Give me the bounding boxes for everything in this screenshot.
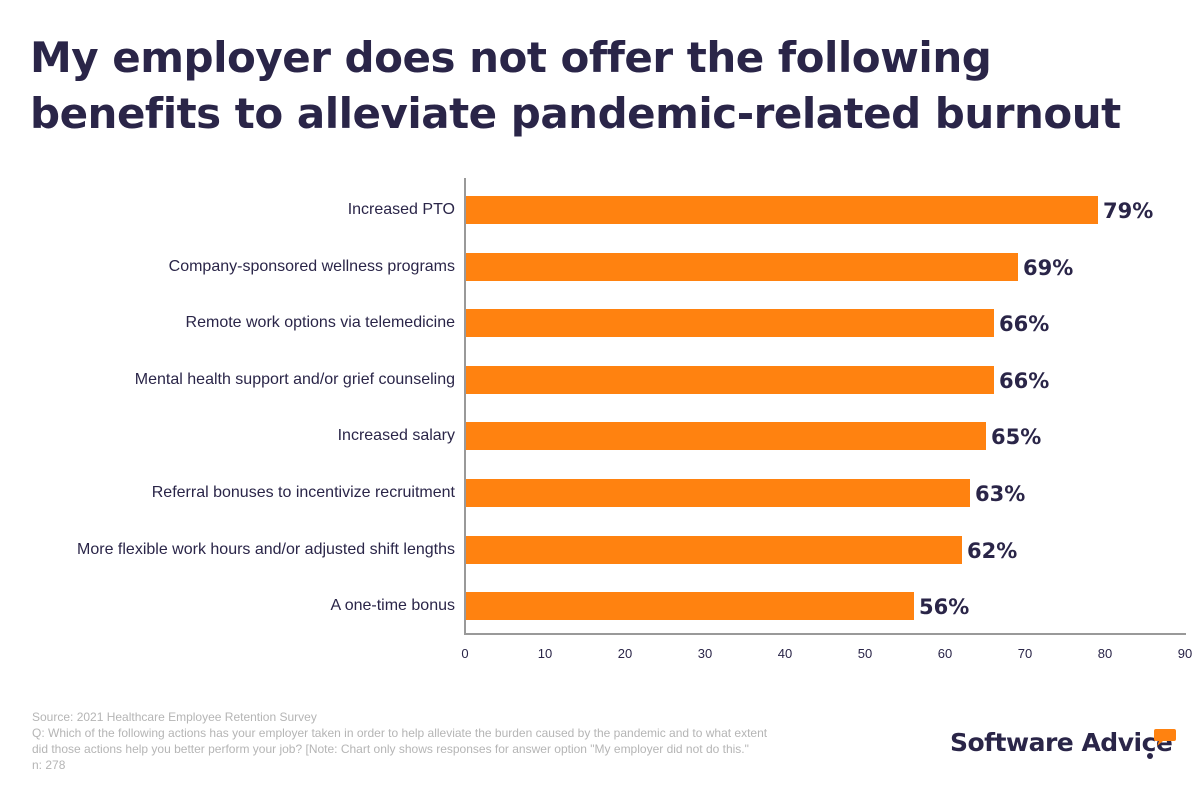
category-label: Mental health support and/or grief couns… xyxy=(134,370,455,388)
x-tick-label: 60 xyxy=(937,646,953,661)
category-label: Remote work options via telemedicine xyxy=(185,314,455,332)
bar-row: Increased salary 65% xyxy=(0,422,1200,451)
x-tick-label: 30 xyxy=(697,646,713,661)
bar xyxy=(466,252,1018,281)
value-label: 65% xyxy=(991,425,1042,450)
bar-row: Mental health support and/or grief couns… xyxy=(0,365,1200,394)
x-tick-label: 90 xyxy=(1177,646,1193,661)
chart-title: My employer does not offer the following… xyxy=(30,30,1121,142)
value-label: 66% xyxy=(999,312,1050,337)
question-note-2: did those actions help you better perfor… xyxy=(32,742,749,756)
category-label: More flexible work hours and/or adjusted… xyxy=(77,540,455,558)
value-label: 79% xyxy=(1103,199,1154,223)
bar xyxy=(466,479,970,507)
x-tick-label: 70 xyxy=(1017,646,1033,661)
x-tick-label: 80 xyxy=(1097,646,1113,661)
x-axis-line xyxy=(464,633,1186,635)
value-label: 66% xyxy=(999,368,1050,393)
bar-row: A one-time bonus 56% xyxy=(0,592,1200,621)
bar xyxy=(466,196,1098,224)
question-note-1: Q: Which of the following actions has yo… xyxy=(32,726,768,740)
value-label: 69% xyxy=(1023,255,1074,280)
value-label: 63% xyxy=(975,482,1026,506)
category-label: Referral bonuses to incentivize recruitm… xyxy=(151,484,455,501)
category-label: Increased salary xyxy=(337,427,455,445)
bar-row: Company-sponsored wellness programs 69% xyxy=(0,252,1200,281)
logo-text: Software Advice xyxy=(950,728,1173,757)
value-label: 62% xyxy=(967,538,1018,563)
bar xyxy=(466,592,914,621)
category-label: Increased PTO xyxy=(347,201,455,218)
x-tick-label: 40 xyxy=(777,646,793,661)
bar xyxy=(466,365,994,394)
bar-row: Referral bonuses to incentivize recruitm… xyxy=(0,479,1200,507)
chart-footer: Source: 2021 Healthcare Employee Retenti… xyxy=(32,709,912,773)
bar-row: Remote work options via telemedicine 66% xyxy=(0,309,1200,338)
title-line-1: My employer does not offer the following xyxy=(30,33,992,82)
bar-chart: Increased PTO 79% Company-sponsored wellne… xyxy=(0,178,1200,678)
x-tick-label: 20 xyxy=(617,646,633,661)
bar xyxy=(466,535,962,564)
title-line-2: benefits to alleviate pandemic-related b… xyxy=(30,89,1121,138)
x-tick-label: 10 xyxy=(537,646,553,661)
bar-row: Increased PTO 79% xyxy=(0,196,1200,224)
value-label: 56% xyxy=(919,595,970,620)
y-axis-line xyxy=(464,178,466,634)
bar-row: More flexible work hours and/or adjusted… xyxy=(0,535,1200,564)
source-note: Source: 2021 Healthcare Employee Retenti… xyxy=(32,710,317,724)
bar xyxy=(466,422,986,451)
logo-dot-icon xyxy=(1147,753,1153,759)
sample-size: n: 278 xyxy=(32,758,66,772)
x-tick-label: 50 xyxy=(857,646,873,661)
speech-bubble-icon xyxy=(1154,729,1176,746)
category-label: A one-time bonus xyxy=(330,597,455,615)
x-tick-label: 0 xyxy=(461,646,469,661)
software-advice-logo: Software Advice xyxy=(950,728,1176,762)
bar xyxy=(466,309,994,338)
category-label: Company-sponsored wellness programs xyxy=(168,257,455,275)
